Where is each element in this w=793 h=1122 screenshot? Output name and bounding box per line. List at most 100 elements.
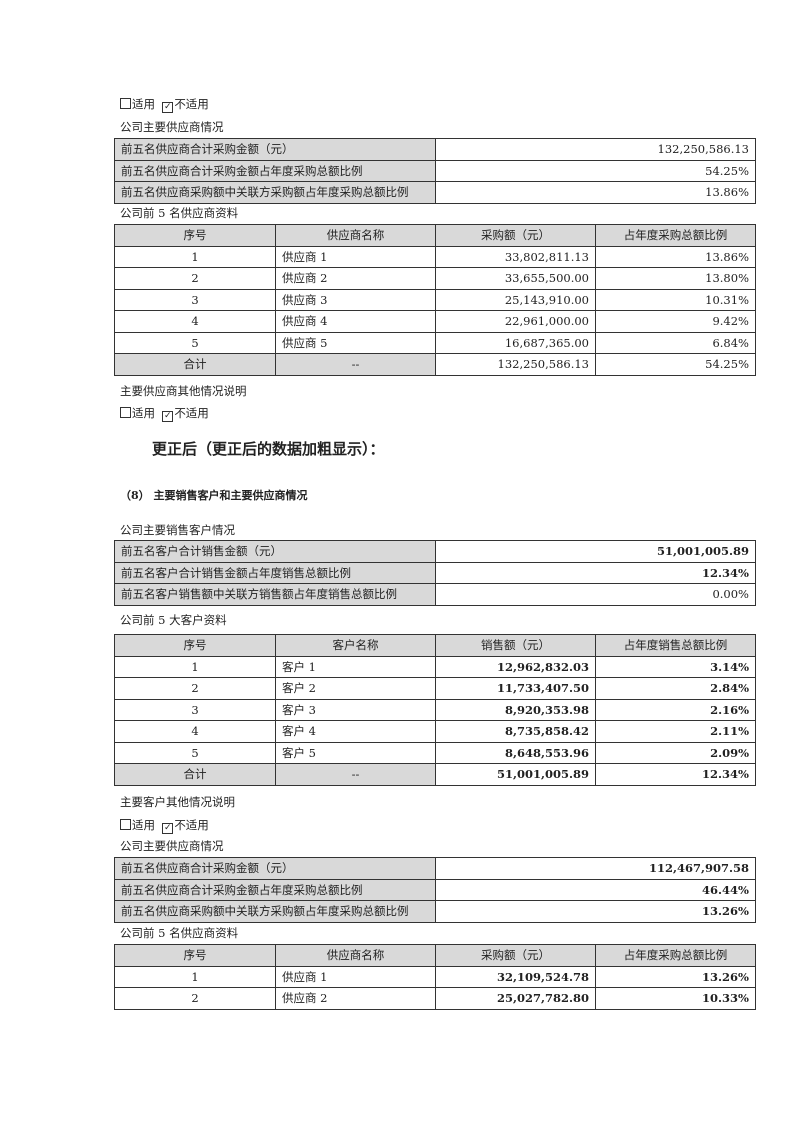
index-cell: 2 <box>114 987 276 1010</box>
applicable-label: 适用 <box>132 97 155 111</box>
amount-cell: 12,962,832.03 <box>435 655 596 678</box>
summary-table: 前五名客户合计销售金额（元） 51,001,005.89 前五名客户合计销售金额占年… <box>114 540 756 606</box>
name-cell: 客户 3 <box>275 698 436 721</box>
not-applicable-label: 不适用 <box>174 97 209 111</box>
row-label: 前五名客户销售额中关联方销售额占年度销售总额比例 <box>114 583 436 606</box>
column-header: 占年度采购总额比例 <box>595 224 756 247</box>
column-header: 占年度采购总额比例 <box>595 944 756 967</box>
table-row: 2 供应商 2 25,027,782.80 10.33% <box>114 987 756 1010</box>
amount-cell: 51,001,005.89 <box>435 763 596 786</box>
ratio-cell: 2.09% <box>595 741 756 764</box>
ratio-cell: 13.86% <box>595 245 756 268</box>
section-title: 公司前 5 名供应商资料 <box>120 206 239 220</box>
name-cell: -- <box>275 763 436 786</box>
row-label: 前五名供应商采购额中关联方采购额占年度采购总额比例 <box>114 900 436 923</box>
ratio-cell: 13.26% <box>595 965 756 988</box>
section-title: 公司前 5 名供应商资料 <box>120 926 239 940</box>
row-value: 54.25% <box>435 159 756 182</box>
row-value: 112,467,907.58 <box>435 857 756 880</box>
summary-table: 前五名供应商合计采购金额（元） 132,250,586.13 前五名供应商合计采购金… <box>114 138 756 204</box>
applicability-checkboxes: 适用 ✓ 不适用 <box>120 817 762 834</box>
column-header: 采购额（元） <box>435 224 596 247</box>
row-value: 13.26% <box>435 900 756 923</box>
amount-cell: 8,920,353.98 <box>435 698 596 721</box>
row-value: 0.00% <box>435 583 756 606</box>
name-cell: 供应商 3 <box>275 288 436 311</box>
row-label: 前五名供应商合计采购金额占年度采购总额比例 <box>114 878 436 901</box>
table-row: 4 客户 4 8,735,858.42 2.11% <box>114 720 756 743</box>
table-row: 3 客户 3 8,920,353.98 2.16% <box>114 698 756 721</box>
after-customer-summary-table: 前五名客户合计销售金额（元） 51,001,005.89 前五名客户合计销售金额占年… <box>114 540 756 606</box>
table-row: 前五名供应商采购额中关联方采购额占年度采购总额比例 13.86% <box>114 181 756 204</box>
index-cell: 合计 <box>114 763 276 786</box>
checkbox-unchecked-icon[interactable] <box>120 407 131 418</box>
table-row: 1 供应商 1 32,109,524.78 13.26% <box>114 965 756 988</box>
table-row: 前五名客户合计销售金额占年度销售总额比例 12.34% <box>114 561 756 584</box>
not-applicable-label: 不适用 <box>174 818 209 832</box>
name-cell: 供应商 5 <box>275 331 436 354</box>
ratio-cell: 54.25% <box>595 353 756 376</box>
note-title: 主要客户其他情况说明 <box>120 795 235 809</box>
table-row: 前五名供应商合计采购金额占年度采购总额比例 54.25% <box>114 159 756 182</box>
checkbox-checked-icon[interactable]: ✓ <box>162 823 174 834</box>
checkbox-unchecked-icon[interactable] <box>120 819 131 830</box>
after-supplier-detail-table: 序号 供应商名称 采购额（元） 占年度采购总额比例 1 供应商 1 32,109,524.7… <box>114 944 756 1010</box>
column-header: 采购额（元） <box>435 944 596 967</box>
name-cell: 供应商 2 <box>275 987 436 1010</box>
applicability-checkboxes: 适用 ✓ 不适用 <box>120 96 762 113</box>
amount-cell: 11,733,407.50 <box>435 677 596 700</box>
name-cell: 客户 5 <box>275 741 436 764</box>
row-value: 51,001,005.89 <box>435 540 756 563</box>
column-header: 客户名称 <box>275 634 436 657</box>
table-row: 5 供应商 5 16,687,365.00 6.84% <box>114 331 756 354</box>
before-supplier-summary-table: 前五名供应商合计采购金额（元） 132,250,586.13 前五名供应商合计采购金… <box>114 138 756 204</box>
table-row: 1 供应商 1 33,802,811.13 13.86% <box>114 245 756 268</box>
ratio-cell: 2.16% <box>595 698 756 721</box>
ratio-cell: 10.33% <box>595 987 756 1010</box>
name-cell: 供应商 1 <box>275 245 436 268</box>
ratio-cell: 9.42% <box>595 310 756 333</box>
note-title: 主要供应商其他情况说明 <box>120 384 247 398</box>
row-label: 前五名客户合计销售金额占年度销售总额比例 <box>114 561 436 584</box>
ratio-cell: 10.31% <box>595 288 756 311</box>
index-cell: 4 <box>114 310 276 333</box>
checkbox-unchecked-icon[interactable] <box>120 98 131 109</box>
column-header: 序号 <box>114 634 276 657</box>
index-cell: 3 <box>114 288 276 311</box>
section-heading: （8） 主要销售客户和主要供应商情况 <box>120 489 308 502</box>
column-header: 占年度销售总额比例 <box>595 634 756 657</box>
summary-table: 前五名供应商合计采购金额（元） 112,467,907.58 前五名供应商合计采购金… <box>114 857 756 923</box>
checkbox-checked-icon[interactable]: ✓ <box>162 102 174 113</box>
index-cell: 1 <box>114 655 276 678</box>
amount-cell: 8,648,553.96 <box>435 741 596 764</box>
table-row: 2 客户 2 11,733,407.50 2.84% <box>114 677 756 700</box>
applicability-checkboxes: 适用 ✓ 不适用 <box>120 405 762 422</box>
row-label: 前五名供应商采购额中关联方采购额占年度采购总额比例 <box>114 181 436 204</box>
index-cell: 5 <box>114 741 276 764</box>
table-row: 5 客户 5 8,648,553.96 2.09% <box>114 741 756 764</box>
column-header: 序号 <box>114 224 276 247</box>
table-row: 前五名客户合计销售金额（元） 51,001,005.89 <box>114 540 756 563</box>
amount-cell: 16,687,365.00 <box>435 331 596 354</box>
row-value: 132,250,586.13 <box>435 138 756 161</box>
row-value: 46.44% <box>435 878 756 901</box>
name-cell: 供应商 1 <box>275 965 436 988</box>
detail-table: 序号 供应商名称 采购额（元） 占年度采购总额比例 1 供应商 1 33,802,811.1… <box>114 224 756 376</box>
column-header: 序号 <box>114 944 276 967</box>
section-title: 公司主要销售客户情况 <box>120 523 235 537</box>
amount-cell: 8,735,858.42 <box>435 720 596 743</box>
column-header: 供应商名称 <box>275 224 436 247</box>
column-header: 供应商名称 <box>275 944 436 967</box>
detail-table: 序号 供应商名称 采购额（元） 占年度采购总额比例 1 供应商 1 32,109,524.7… <box>114 944 756 1010</box>
amount-cell: 25,143,910.00 <box>435 288 596 311</box>
row-label: 前五名供应商合计采购金额（元） <box>114 857 436 880</box>
index-cell: 4 <box>114 720 276 743</box>
total-row: 合计 -- 132,250,586.13 54.25% <box>114 353 756 376</box>
table-row: 前五名供应商采购额中关联方采购额占年度采购总额比例 13.26% <box>114 900 756 923</box>
ratio-cell: 2.11% <box>595 720 756 743</box>
after-supplier-summary-table: 前五名供应商合计采购金额（元） 112,467,907.58 前五名供应商合计采购金… <box>114 857 756 923</box>
ratio-cell: 3.14% <box>595 655 756 678</box>
amount-cell: 33,802,811.13 <box>435 245 596 268</box>
total-row: 合计 -- 51,001,005.89 12.34% <box>114 763 756 786</box>
checkbox-checked-icon[interactable]: ✓ <box>162 411 174 422</box>
